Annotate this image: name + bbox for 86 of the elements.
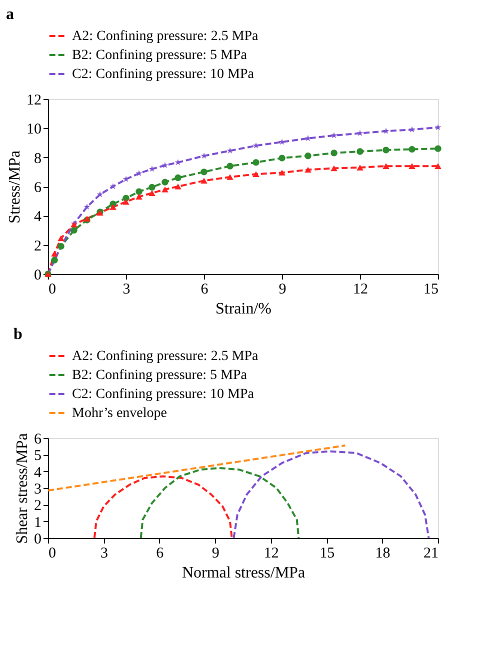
y-tick-label: 3 <box>34 482 42 498</box>
point <box>434 163 442 169</box>
chart-title: a <box>6 6 14 23</box>
x-tick-label: 0 <box>48 282 56 298</box>
point <box>382 146 390 154</box>
x-tick-label: 15 <box>320 546 335 562</box>
y-tick-label: 6 <box>34 180 42 196</box>
y-tick-label: 1 <box>34 514 42 531</box>
y-tick-label: 5 <box>34 448 42 464</box>
x-tick-label: 6 <box>156 546 164 562</box>
point <box>174 174 182 182</box>
point <box>200 178 208 184</box>
point <box>84 204 90 210</box>
point <box>51 250 58 256</box>
x-tick-label: 15 <box>424 282 438 298</box>
x-tick-label: 9 <box>278 282 286 298</box>
point <box>408 126 416 132</box>
point <box>136 194 142 200</box>
legend-label: A2: Confining pressure: 2.5 MPa <box>72 349 260 364</box>
y-tick-label: 4 <box>34 464 42 481</box>
line-series <box>140 467 300 539</box>
point <box>356 164 364 170</box>
y-tick-label: 0 <box>34 268 42 284</box>
point <box>252 159 260 166</box>
point <box>148 184 156 191</box>
point <box>122 198 130 205</box>
point <box>330 165 338 172</box>
y-axis-title: Stress/MPa <box>6 150 24 224</box>
x-axis-title: Strain/% <box>216 300 272 318</box>
legend-label: Mohr’s envelope <box>72 406 167 421</box>
y-tick-label: 2 <box>34 498 42 514</box>
x-tick-label: 3 <box>122 282 130 298</box>
x-tick-label: 3 <box>100 546 108 562</box>
point <box>278 170 286 176</box>
x-tick-label: 6 <box>200 282 209 298</box>
point <box>96 191 104 198</box>
legend-label: B2: Confining pressure: 5 MPa <box>72 48 248 63</box>
x-tick-label: 21 <box>424 546 438 562</box>
point <box>148 190 156 196</box>
line-series <box>93 475 233 539</box>
y-tick-label: 4 <box>34 209 42 226</box>
point <box>136 188 142 195</box>
x-tick-label: 12 <box>264 546 279 562</box>
legend-label: A2: Confining pressure: 2.5 MPa <box>72 29 260 44</box>
x-tick-label: 18 <box>375 546 390 562</box>
point <box>110 204 116 210</box>
point <box>226 162 234 170</box>
point <box>304 152 312 160</box>
point <box>200 168 208 176</box>
legend-label: C2: Confining pressure: 10 MPa <box>72 387 255 402</box>
y-tick-label: 0 <box>34 532 42 548</box>
point <box>356 130 364 136</box>
point <box>408 146 416 153</box>
point <box>174 184 182 190</box>
y-tick-label: 6 <box>34 432 42 448</box>
point <box>70 226 78 234</box>
point <box>110 183 116 190</box>
point <box>330 150 338 156</box>
y-tick-label: 10 <box>26 122 42 138</box>
point <box>278 154 286 162</box>
point <box>162 178 168 186</box>
x-tick-label: 0 <box>48 546 56 562</box>
y-axis-title: Shear stress/MPa <box>14 433 31 544</box>
point <box>330 132 338 138</box>
line-series <box>232 450 430 539</box>
chart-title: b <box>14 326 22 343</box>
point <box>382 163 390 169</box>
point <box>51 256 58 264</box>
x-tick-label: 12 <box>353 282 368 298</box>
y-tick-label: 12 <box>26 92 42 108</box>
y-tick-label: 8 <box>34 150 42 167</box>
y-tick-label: 2 <box>34 238 42 254</box>
x-tick-label: 9 <box>212 546 220 562</box>
point <box>58 235 64 242</box>
point <box>356 148 364 155</box>
point <box>304 166 312 173</box>
x-axis-title: Normal stress/MPa <box>182 564 306 582</box>
point <box>434 145 442 152</box>
point <box>252 171 260 178</box>
legend-label: C2: Confining pressure: 10 MPa <box>72 67 255 82</box>
point <box>162 186 168 192</box>
legend-label: B2: Confining pressure: 5 MPa <box>72 368 248 383</box>
point <box>382 128 390 134</box>
point <box>226 174 234 180</box>
point <box>434 124 442 130</box>
point <box>408 163 416 169</box>
